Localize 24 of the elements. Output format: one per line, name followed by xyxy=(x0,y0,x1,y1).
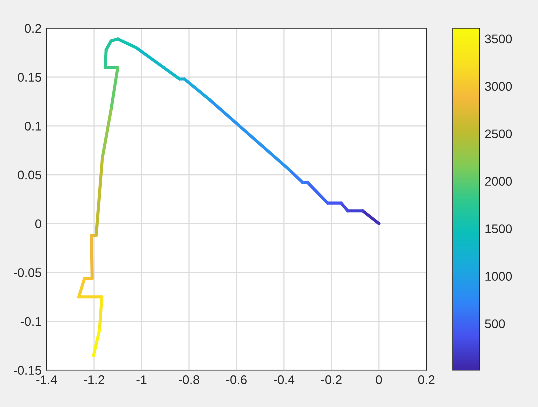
y-tick-label: 0 xyxy=(35,220,42,228)
x-tick-label: -1 xyxy=(136,376,147,384)
color-bar-label: 500 xyxy=(485,320,506,328)
x-tick-label: -0.6 xyxy=(226,376,247,384)
y-tick-label: 0.15 xyxy=(18,73,42,82)
x-tick-label: 0 xyxy=(376,376,382,384)
y-tick-label: -0.15 xyxy=(14,366,42,376)
y-tick-label: 0.2 xyxy=(25,24,42,34)
x-tick-label: -1.2 xyxy=(84,376,104,384)
x-tick-label: -0.2 xyxy=(321,376,342,384)
color-bar-label: 2500 xyxy=(485,130,512,139)
y-tick-label: 0.1 xyxy=(25,122,42,131)
y-tick-label: 0.05 xyxy=(18,170,42,180)
x-tick-label: 0.2 xyxy=(418,376,435,384)
x-tick-label: -0.4 xyxy=(274,376,295,384)
color-bar-label: 1000 xyxy=(486,272,512,282)
y-tick-label: -0.1 xyxy=(20,317,42,326)
x-tick-label: -1.4 xyxy=(36,376,58,384)
color-bar-label: 3000 xyxy=(485,82,512,92)
color-bar-label: 2000 xyxy=(485,177,512,186)
y-tick-label: -0.05 xyxy=(14,268,42,278)
x-tick-label: -0.8 xyxy=(179,376,200,384)
color-bar-label: 3500 xyxy=(485,34,512,44)
color-bar-label: 1500 xyxy=(486,224,512,234)
